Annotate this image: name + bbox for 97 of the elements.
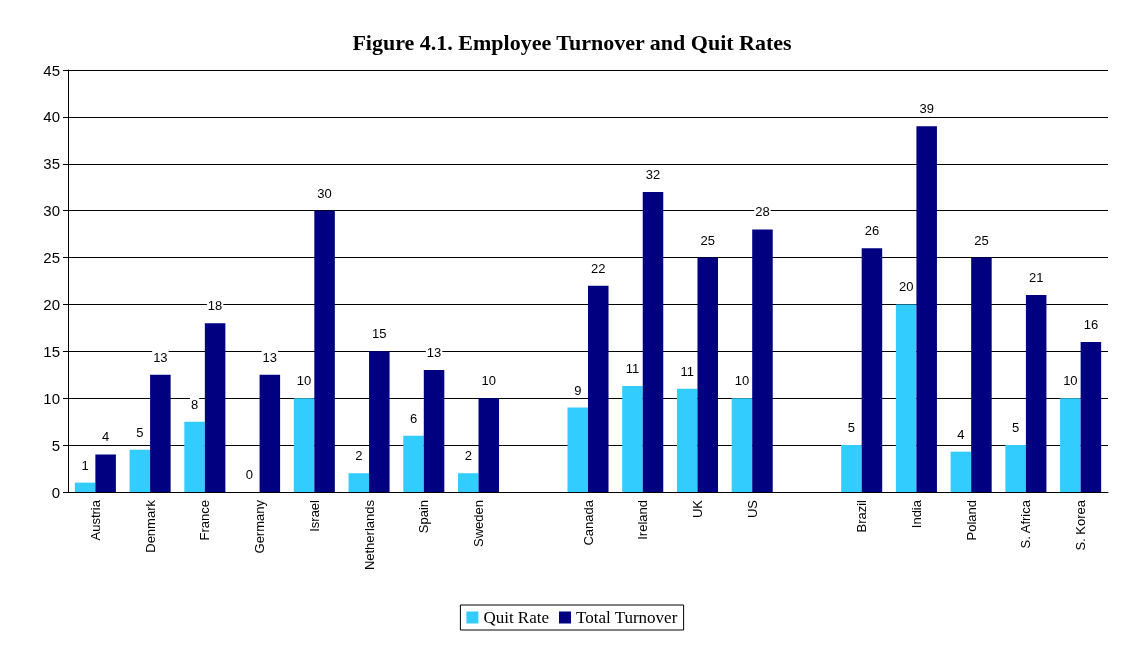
data-label: 11 [625,361,640,377]
y-tick-label: 45 [43,61,60,79]
bar [369,351,390,492]
bar [95,454,116,492]
y-tick-label: 25 [43,249,60,267]
data-label: 0 [245,467,253,482]
x-tick-label: Ireland [635,500,651,540]
bar [348,473,370,492]
y-tick-label: 5 [51,436,60,454]
bar [971,257,992,492]
bar [676,388,698,492]
x-tick-label: Canada [580,499,596,546]
y-tick-label: 15 [43,342,60,360]
data-label: 13 [153,349,168,365]
bar [478,398,500,492]
bar [150,374,171,492]
x-tick-label: S. Africa [1018,499,1034,549]
bar [184,421,205,492]
data-label: 6 [409,410,418,426]
data-label: 8 [190,396,199,412]
data-label: 25 [974,232,989,248]
data-label: 4 [102,429,110,445]
y-tick-label: 40 [43,108,60,126]
bar [916,126,937,492]
y-tick-label: 20 [43,295,60,313]
bar [622,386,643,492]
data-label: 28 [755,204,770,220]
data-label: 11 [680,363,694,379]
x-tick-label: India [908,499,924,529]
data-label: 16 [1083,316,1099,332]
bar [950,451,972,492]
bar [642,191,664,492]
x-tick-label: S. Korea [1073,499,1089,551]
data-label: 5 [136,424,144,440]
data-label: 32 [645,166,661,182]
data-label: 22 [591,260,606,276]
bar [314,210,335,492]
data-label: 10 [734,373,750,389]
x-tick-label: Spain [416,500,432,534]
bar [588,285,609,492]
data-label: 13 [262,349,278,365]
data-label: 2 [355,448,363,464]
y-tick-label: 10 [43,389,60,407]
x-tick-label: France [197,500,213,541]
bar [293,398,315,492]
legend-label: Quit Rate [483,608,550,627]
bar [841,445,862,492]
x-tick-label: Netherlands [361,499,377,571]
bar [1060,398,1081,492]
bar [1005,445,1026,492]
data-label: 13 [426,345,442,361]
bar [895,304,917,492]
legend-label: Total Turnover [576,608,678,627]
x-tick-label: US [744,499,760,519]
x-tick-label: UK [689,499,705,519]
bar [204,323,226,492]
data-label: 4 [957,426,965,442]
y-tick-label: 0 [51,483,60,501]
x-tick-label: Sweden [471,500,487,547]
bar [567,407,588,492]
bar [861,248,883,492]
data-label: 10 [296,373,312,389]
x-tick-label: Poland [963,500,979,541]
data-label: 5 [1012,420,1020,436]
x-tick-label: Germany [252,499,268,554]
data-label: 9 [574,382,582,398]
bar [129,449,151,492]
bar [1080,341,1102,492]
data-label: 25 [700,232,715,248]
x-tick-label: Israel [306,499,322,532]
bar [423,370,445,492]
data-label: 5 [847,420,856,436]
data-label: 10 [1063,373,1078,389]
data-label: 21 [1028,270,1044,286]
chart-title: Figure 4.1. Employee Turnover and Quit Rates [352,29,793,55]
data-label: 15 [372,326,387,342]
data-label: 10 [481,373,497,389]
x-tick-label: Denmark [142,499,158,553]
y-tick-label: 35 [43,155,60,173]
bar [74,482,96,492]
bar [259,374,281,492]
bar [752,229,773,492]
x-tick-label: Brazil [854,499,870,533]
data-label: 2 [464,448,472,464]
bar [458,473,479,492]
y-tick-label: 30 [43,202,60,220]
x-tick-label: Austria [87,499,103,541]
bar [1025,295,1047,492]
bar [697,257,718,492]
data-label: 20 [898,279,914,295]
data-label: 30 [317,185,332,201]
data-label: 26 [864,223,880,239]
data-label: 39 [919,101,934,117]
data-label: 18 [207,298,223,314]
bar [731,398,753,492]
bar [403,435,424,492]
data-label: 1 [81,457,89,473]
